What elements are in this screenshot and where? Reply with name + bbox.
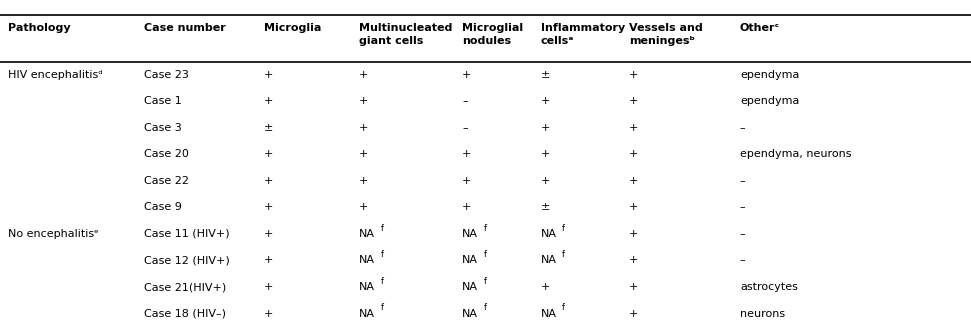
Text: NA: NA <box>359 229 375 239</box>
Text: +: + <box>264 202 274 212</box>
Text: +: + <box>359 149 369 159</box>
Text: f: f <box>562 224 565 233</box>
Text: –: – <box>740 202 746 212</box>
Text: Case number: Case number <box>144 23 225 33</box>
Text: +: + <box>629 96 639 106</box>
Text: +: + <box>629 149 639 159</box>
Text: f: f <box>381 303 384 312</box>
Text: Case 9: Case 9 <box>144 202 182 212</box>
Text: +: + <box>264 256 274 265</box>
Text: f: f <box>484 303 486 312</box>
Text: +: + <box>629 309 639 318</box>
Text: +: + <box>264 96 274 106</box>
Text: Microglial
nodules: Microglial nodules <box>462 23 523 46</box>
Text: f: f <box>484 250 486 259</box>
Text: –: – <box>740 176 746 186</box>
Text: +: + <box>264 149 274 159</box>
Text: +: + <box>629 282 639 292</box>
Text: Vessels and
meningesᵇ: Vessels and meningesᵇ <box>629 23 703 46</box>
Text: +: + <box>541 123 551 133</box>
Text: f: f <box>484 277 486 286</box>
Text: NA: NA <box>359 282 375 292</box>
Text: NA: NA <box>541 256 556 265</box>
Text: ependyma, neurons: ependyma, neurons <box>740 149 852 159</box>
Text: +: + <box>264 282 274 292</box>
Text: +: + <box>359 70 369 79</box>
Text: +: + <box>359 176 369 186</box>
Text: ±: ± <box>541 202 551 212</box>
Text: ±: ± <box>541 70 551 79</box>
Text: Case 23: Case 23 <box>144 70 188 79</box>
Text: +: + <box>541 149 551 159</box>
Text: +: + <box>541 96 551 106</box>
Text: f: f <box>484 224 486 233</box>
Text: +: + <box>462 149 472 159</box>
Text: NA: NA <box>359 309 375 318</box>
Text: +: + <box>359 123 369 133</box>
Text: +: + <box>629 229 639 239</box>
Text: Case 12 (HIV+): Case 12 (HIV+) <box>144 256 229 265</box>
Text: ependyma: ependyma <box>740 96 799 106</box>
Text: –: – <box>462 123 468 133</box>
Text: neurons: neurons <box>740 309 785 318</box>
Text: NA: NA <box>541 229 556 239</box>
Text: NA: NA <box>462 282 478 292</box>
Text: +: + <box>359 96 369 106</box>
Text: No encephalitisᵉ: No encephalitisᵉ <box>8 229 98 239</box>
Text: f: f <box>381 250 384 259</box>
Text: f: f <box>381 277 384 286</box>
Text: astrocytes: astrocytes <box>740 282 798 292</box>
Text: Inflammatory
cellsᵃ: Inflammatory cellsᵃ <box>541 23 625 46</box>
Text: HIV encephalitisᵈ: HIV encephalitisᵈ <box>8 70 103 79</box>
Text: Case 11 (HIV+): Case 11 (HIV+) <box>144 229 229 239</box>
Text: +: + <box>462 202 472 212</box>
Text: ±: ± <box>264 123 274 133</box>
Text: +: + <box>462 176 472 186</box>
Text: f: f <box>562 250 565 259</box>
Text: Otherᶜ: Otherᶜ <box>740 23 780 33</box>
Text: +: + <box>264 176 274 186</box>
Text: NA: NA <box>462 256 478 265</box>
Text: +: + <box>359 202 369 212</box>
Text: –: – <box>740 123 746 133</box>
Text: NA: NA <box>541 309 556 318</box>
Text: f: f <box>562 303 565 312</box>
Text: +: + <box>264 309 274 318</box>
Text: +: + <box>629 70 639 79</box>
Text: +: + <box>541 282 551 292</box>
Text: +: + <box>541 176 551 186</box>
Text: Case 22: Case 22 <box>144 176 188 186</box>
Text: +: + <box>264 229 274 239</box>
Text: Microglia: Microglia <box>264 23 321 33</box>
Text: ependyma: ependyma <box>740 70 799 79</box>
Text: +: + <box>462 70 472 79</box>
Text: Case 21(HIV+): Case 21(HIV+) <box>144 282 226 292</box>
Text: Case 1: Case 1 <box>144 96 182 106</box>
Text: +: + <box>264 70 274 79</box>
Text: –: – <box>740 256 746 265</box>
Text: NA: NA <box>462 229 478 239</box>
Text: f: f <box>381 224 384 233</box>
Text: +: + <box>629 256 639 265</box>
Text: NA: NA <box>462 309 478 318</box>
Text: +: + <box>629 176 639 186</box>
Text: –: – <box>740 229 746 239</box>
Text: –: – <box>462 96 468 106</box>
Text: NA: NA <box>359 256 375 265</box>
Text: Case 18 (HIV–): Case 18 (HIV–) <box>144 309 225 318</box>
Text: Multinucleated
giant cells: Multinucleated giant cells <box>359 23 452 46</box>
Text: +: + <box>629 202 639 212</box>
Text: Pathology: Pathology <box>8 23 70 33</box>
Text: +: + <box>629 123 639 133</box>
Text: Case 20: Case 20 <box>144 149 188 159</box>
Text: Case 3: Case 3 <box>144 123 182 133</box>
